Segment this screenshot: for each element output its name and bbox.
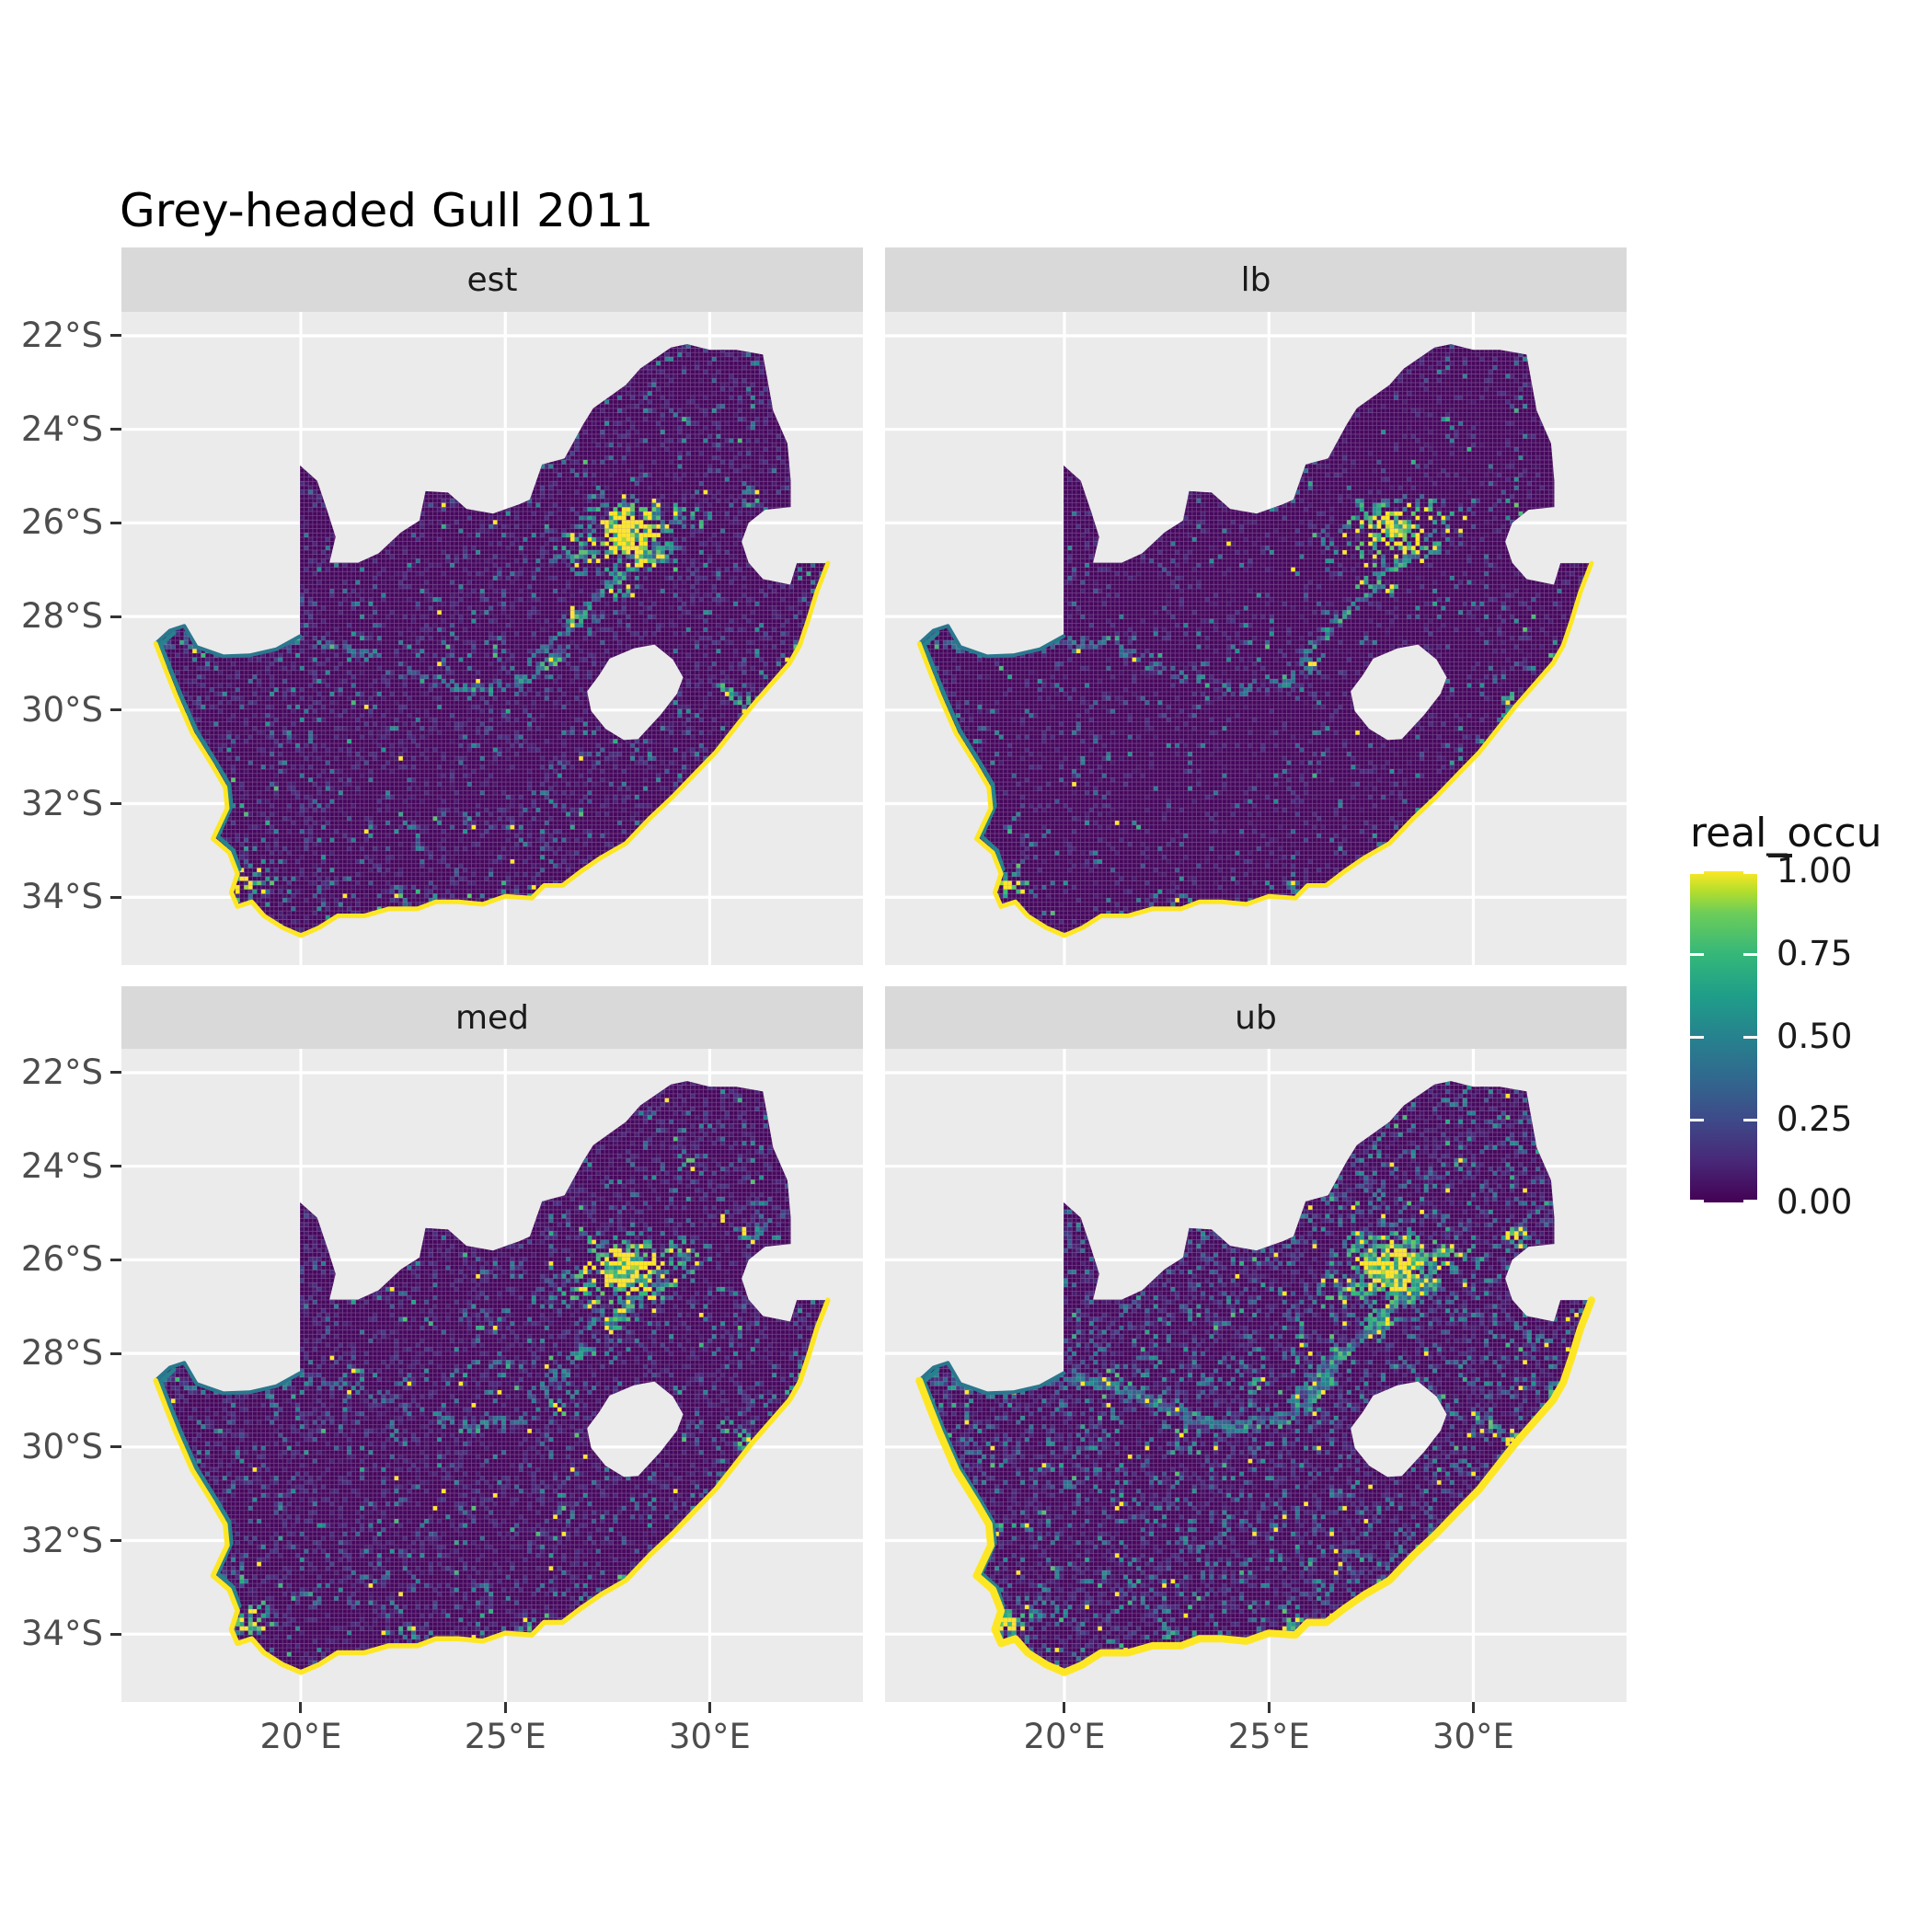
y-axis-tick-label: 26°S: [20, 502, 103, 543]
x-axis-tick-label: 25°E: [464, 1717, 546, 1756]
y-axis-tick-mark: [110, 802, 121, 805]
y-axis-tick-mark: [110, 1539, 121, 1542]
legend-bar-tick: [1743, 1035, 1757, 1039]
facet-strip-label: lb: [1240, 260, 1271, 299]
y-axis-tick-mark: [110, 1071, 121, 1075]
y-axis-tick-label: 28°S: [20, 596, 103, 637]
x-axis-tick-mark: [1267, 1702, 1271, 1713]
y-axis-tick-label: 30°S: [20, 689, 103, 730]
facet-strip-label: est: [466, 260, 518, 299]
y-axis-tick-label: 26°S: [20, 1239, 103, 1280]
map-panel-ub: [885, 1049, 1627, 1702]
y-axis-tick-mark: [110, 1165, 121, 1168]
y-axis-tick-label: 22°S: [20, 315, 103, 355]
x-axis-tick-label: 25°E: [1227, 1717, 1310, 1756]
map-panel-med: [121, 1049, 863, 1702]
y-axis-tick-label: 32°S: [20, 1520, 103, 1560]
x-axis-tick-label: 20°E: [259, 1717, 342, 1756]
chart-title: Grey-headed Gull 2011: [120, 184, 654, 237]
y-axis-tick-mark: [110, 521, 121, 524]
y-axis-tick-label: 24°S: [20, 1145, 103, 1186]
y-axis-tick-mark: [110, 1351, 121, 1355]
legend-bar-tick: [1690, 952, 1704, 956]
x-axis-tick-mark: [1471, 1702, 1475, 1713]
legend-title: real_occu: [1690, 810, 1882, 857]
facet-strip-label: ub: [1235, 998, 1277, 1037]
y-axis-tick-label: 34°S: [20, 1614, 103, 1654]
y-axis-tick-label: 34°S: [20, 877, 103, 917]
legend-bar-tick: [1743, 1118, 1757, 1121]
facet-strip-lb: lb: [885, 247, 1627, 312]
y-axis-tick-label: 28°S: [20, 1333, 103, 1374]
y-axis-tick-mark: [110, 1258, 121, 1261]
legend-tick-label: 0.50: [1777, 1017, 1853, 1056]
legend-bar-tick: [1690, 1200, 1704, 1202]
facet-strip-label: med: [454, 998, 530, 1037]
y-axis-tick-mark: [110, 615, 121, 618]
legend-tick-label: 1.00: [1777, 851, 1853, 891]
x-axis-tick-label: 30°E: [668, 1717, 751, 1756]
facet-strip-est: est: [121, 247, 863, 312]
x-axis-tick-label: 20°E: [1023, 1717, 1106, 1756]
y-axis-tick-mark: [110, 1632, 121, 1636]
x-axis-tick-label: 30°E: [1432, 1717, 1514, 1756]
y-axis-tick-label: 22°S: [20, 1052, 103, 1092]
legend-bar-tick: [1690, 1118, 1704, 1121]
y-axis-tick-mark: [110, 334, 121, 338]
x-axis-tick-mark: [299, 1702, 303, 1713]
y-axis-tick-label: 32°S: [20, 783, 103, 823]
y-axis-tick-mark: [110, 428, 121, 431]
legend-bar-tick: [1690, 1035, 1704, 1039]
legend-bar-tick: [1743, 1200, 1757, 1202]
facet-strip-med: med: [121, 986, 863, 1049]
y-axis-tick-label: 24°S: [20, 408, 103, 449]
legend-bar-tick: [1690, 871, 1704, 874]
legend-bar-tick: [1743, 952, 1757, 956]
y-axis-tick-label: 30°S: [20, 1426, 103, 1466]
y-axis-tick-mark: [110, 1445, 121, 1449]
legend-tick-label: 0.75: [1777, 934, 1853, 973]
facet-strip-ub: ub: [885, 986, 1627, 1049]
x-axis-tick-mark: [707, 1702, 711, 1713]
map-panel-est: [121, 312, 863, 965]
legend-tick-label: 0.25: [1777, 1099, 1853, 1139]
map-panel-lb: [885, 312, 1627, 965]
x-axis-tick-mark: [503, 1702, 507, 1713]
legend-top-tick: [1768, 854, 1792, 857]
y-axis-tick-mark: [110, 895, 121, 899]
x-axis-tick-mark: [1063, 1702, 1066, 1713]
legend-tick-label: 0.00: [1777, 1182, 1853, 1222]
legend-bar-tick: [1743, 871, 1757, 874]
y-axis-tick-mark: [110, 708, 121, 712]
